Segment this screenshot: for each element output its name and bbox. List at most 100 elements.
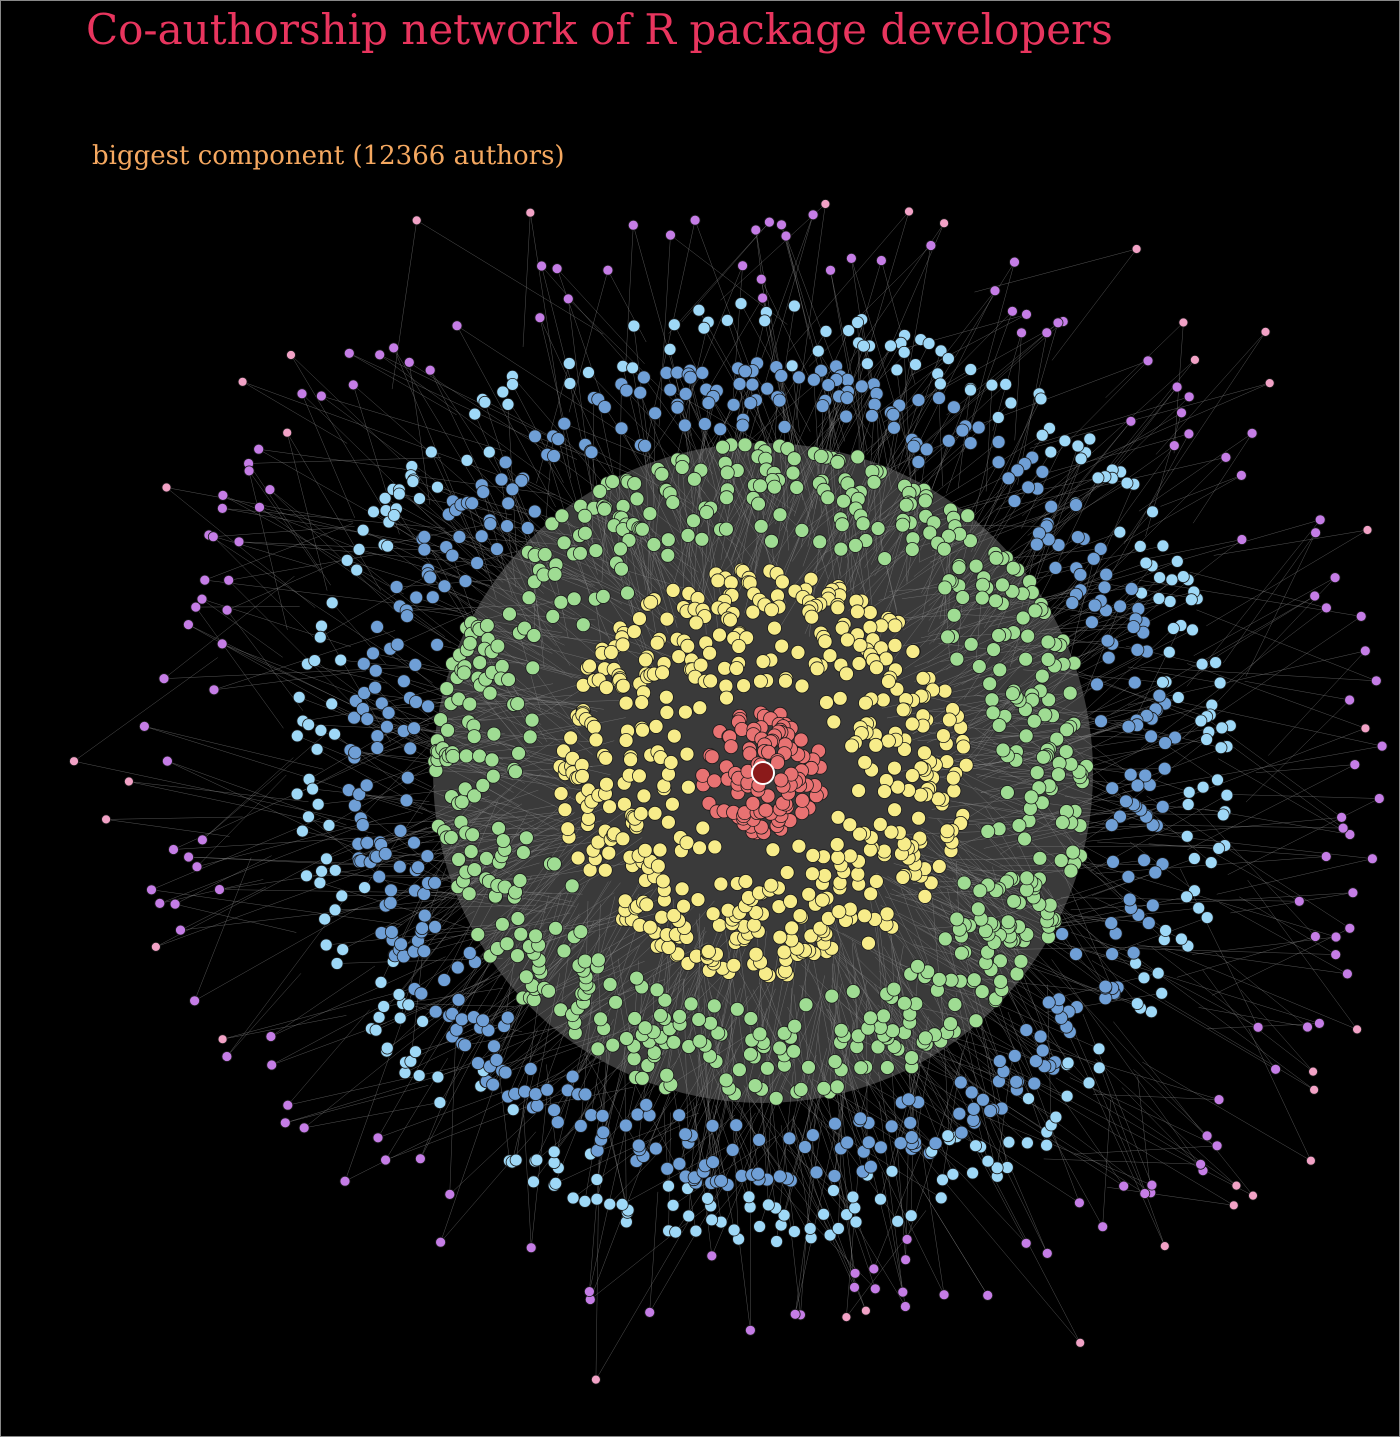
author-node-inner <box>597 862 613 878</box>
edge <box>1240 989 1314 1072</box>
author-node-outer-a <box>348 745 363 760</box>
edge <box>653 544 678 628</box>
author-node-middle <box>573 924 589 939</box>
edge <box>709 985 760 1057</box>
author-node-outer-b <box>788 1225 801 1238</box>
edge <box>440 990 528 1243</box>
edge <box>460 805 555 823</box>
author-node-outer-a <box>963 436 978 451</box>
author-node-middle <box>1049 731 1065 747</box>
edge <box>304 1100 448 1129</box>
author-node-outer-b <box>308 654 322 667</box>
edge <box>1095 1058 1237 1186</box>
edge <box>1047 445 1175 622</box>
author-node-inner <box>603 645 619 660</box>
author-node-middle <box>608 994 623 1010</box>
author-node-outer-b <box>393 1011 407 1025</box>
edge <box>873 482 877 552</box>
author-node-outer-a <box>732 377 747 391</box>
author-node-middle <box>687 471 702 487</box>
edge <box>831 920 881 1028</box>
author-node-inner <box>666 728 682 744</box>
author-node-inner <box>753 673 768 689</box>
author-node-middle <box>1005 560 1021 576</box>
edge <box>1138 433 1253 512</box>
edge <box>456 325 556 508</box>
edge <box>572 837 643 887</box>
edge <box>379 354 551 481</box>
author-node-inner <box>598 750 614 766</box>
edge <box>471 503 537 642</box>
author-node-outer-b <box>667 318 681 332</box>
author-node-inner <box>575 768 590 784</box>
author-node-fringe-a <box>1183 428 1195 440</box>
edge <box>603 921 639 1029</box>
edge <box>870 888 917 1004</box>
edge <box>1146 539 1242 560</box>
author-node-outer-b <box>861 357 874 371</box>
author-node-outer-b <box>372 1010 386 1024</box>
edge <box>155 855 405 948</box>
author-node-fringe-b <box>1362 525 1373 535</box>
author-node-middle <box>526 628 542 643</box>
edge <box>923 755 1048 773</box>
author-node-inner <box>904 716 920 732</box>
author-node-outer-b <box>1212 842 1226 855</box>
author-node-inner <box>779 865 795 880</box>
edge <box>817 1033 825 1089</box>
central-author-node <box>751 761 775 785</box>
edge <box>813 545 856 575</box>
author-node-outer-a <box>458 1038 472 1053</box>
author-node-outer-b <box>819 324 833 338</box>
author-node-fringe-a <box>161 755 173 767</box>
author-node-outer-a <box>407 835 421 850</box>
author-node-outer-b <box>788 299 801 313</box>
author-node-outer-a <box>901 1092 916 1107</box>
author-node-middle <box>876 1008 891 1024</box>
author-node-middle <box>462 696 478 712</box>
author-node-outer-a <box>400 770 415 785</box>
author-node-middle <box>785 465 801 481</box>
author-node-inner <box>643 594 659 610</box>
author-node-middle <box>564 878 580 894</box>
author-node-inner <box>858 695 873 711</box>
edge <box>493 733 597 743</box>
author-node-fringe-a <box>1052 317 1064 329</box>
author-node-middle <box>1018 651 1034 667</box>
edge <box>1061 907 1199 924</box>
author-node-core <box>770 755 785 770</box>
author-node-outer-a <box>1065 596 1080 610</box>
author-node-outer-a <box>1126 945 1141 960</box>
author-node-outer-a <box>928 1136 943 1151</box>
edge <box>974 786 1114 863</box>
author-node-outer-b <box>770 1235 783 1248</box>
author-node-outer-a <box>1158 736 1172 750</box>
author-node-fringe-a <box>1337 822 1349 834</box>
author-node-middle <box>472 748 487 764</box>
author-node-outer-b <box>1215 721 1229 735</box>
edge <box>151 817 322 890</box>
edge <box>589 1033 611 1292</box>
edge <box>1216 858 1373 895</box>
author-node-inner <box>869 874 884 889</box>
edge <box>411 466 465 541</box>
edge <box>439 932 547 1103</box>
author-node-inner <box>842 817 858 833</box>
author-node-fringe-a <box>254 501 265 513</box>
author-node-middle <box>786 451 802 467</box>
edge <box>675 1038 706 1166</box>
author-node-outer-b <box>1195 657 1209 671</box>
author-node-outer-b <box>416 1015 430 1028</box>
edge <box>936 755 1050 786</box>
author-node-fringe-a <box>199 574 211 586</box>
author-node-fringe-a <box>536 260 547 272</box>
author-node-outer-a <box>752 1133 766 1147</box>
edge <box>607 270 647 343</box>
author-node-outer-a <box>1100 633 1115 648</box>
author-node-inner <box>812 920 828 936</box>
author-node-fringe-a <box>1310 931 1321 942</box>
author-node-inner <box>745 604 761 620</box>
author-node-outer-a <box>430 637 445 652</box>
edge <box>951 613 1024 619</box>
author-node-inner <box>830 600 846 616</box>
